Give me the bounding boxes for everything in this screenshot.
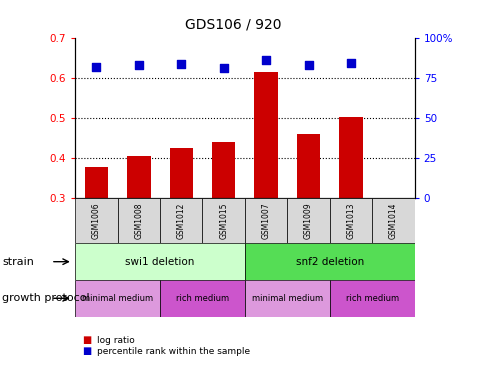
Bar: [339, 117, 362, 198]
Bar: [202, 198, 244, 243]
Bar: [329, 280, 414, 317]
Text: minimal medium: minimal medium: [82, 294, 153, 303]
Bar: [254, 72, 277, 198]
Text: GSM1006: GSM1006: [91, 202, 101, 239]
Text: growth protocol: growth protocol: [2, 293, 90, 303]
Point: [92, 64, 100, 70]
Text: ■: ■: [82, 346, 91, 356]
Point: [177, 61, 185, 67]
Bar: [244, 198, 287, 243]
Bar: [85, 167, 108, 198]
Bar: [160, 280, 244, 317]
Text: percentile rank within the sample: percentile rank within the sample: [97, 347, 250, 356]
Bar: [296, 134, 319, 198]
Text: GDS106 / 920: GDS106 / 920: [184, 17, 280, 31]
Bar: [244, 280, 329, 317]
Text: rich medium: rich medium: [345, 294, 398, 303]
Bar: [329, 198, 372, 243]
Text: GSM1009: GSM1009: [303, 202, 313, 239]
Point: [135, 63, 142, 68]
Bar: [287, 198, 329, 243]
Bar: [75, 243, 244, 280]
Text: GSM1014: GSM1014: [388, 202, 397, 239]
Text: snf2 deletion: snf2 deletion: [295, 257, 363, 267]
Point: [262, 57, 270, 63]
Bar: [169, 148, 193, 198]
Text: ■: ■: [82, 335, 91, 346]
Text: GSM1007: GSM1007: [261, 202, 270, 239]
Bar: [244, 243, 414, 280]
Text: GSM1013: GSM1013: [346, 202, 355, 239]
Text: log ratio: log ratio: [97, 336, 135, 345]
Bar: [212, 142, 235, 198]
Text: rich medium: rich medium: [176, 294, 228, 303]
Bar: [160, 198, 202, 243]
Text: GSM1012: GSM1012: [176, 202, 185, 239]
Text: GSM1008: GSM1008: [134, 202, 143, 239]
Bar: [117, 198, 160, 243]
Bar: [127, 156, 150, 198]
Text: minimal medium: minimal medium: [251, 294, 322, 303]
Bar: [75, 280, 160, 317]
Point: [347, 60, 354, 66]
Text: strain: strain: [2, 257, 34, 267]
Bar: [75, 198, 117, 243]
Point: [304, 62, 312, 68]
Bar: [372, 198, 414, 243]
Text: swi1 deletion: swi1 deletion: [125, 257, 195, 267]
Text: GSM1015: GSM1015: [219, 202, 228, 239]
Point: [219, 65, 227, 71]
